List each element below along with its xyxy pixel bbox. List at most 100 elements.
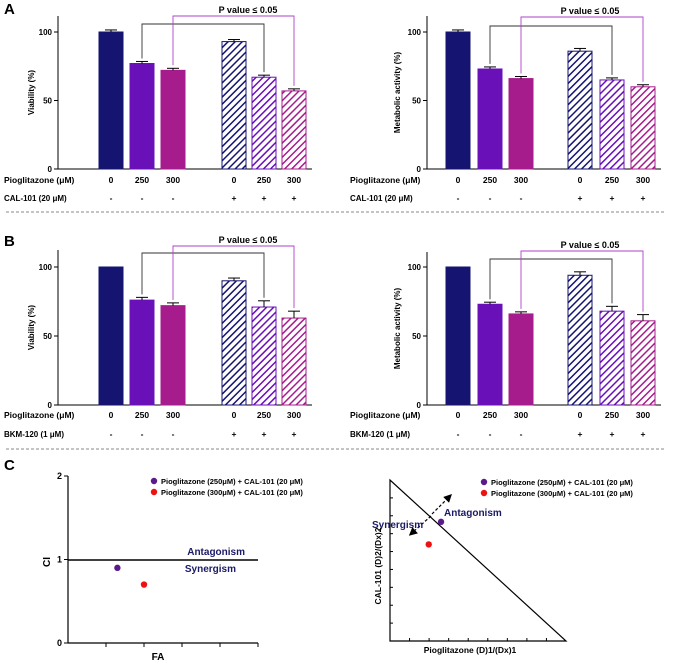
p-value-annotation: P value ≤ 0.05 <box>219 235 278 245</box>
bar-4 <box>251 76 277 170</box>
bar-5 <box>630 86 656 170</box>
bar-0 <box>98 31 124 170</box>
bar-5 <box>281 90 307 170</box>
ci-x-axis-label: FA <box>152 652 165 662</box>
ci-y-tick-label: 0 <box>57 638 62 648</box>
ci-antagonism-label: Antagonism <box>187 547 245 558</box>
bar-2 <box>508 78 534 170</box>
iso-legend-label-1: Pioglitazone (250μM) + CAL-101 (20 μM) <box>491 478 633 487</box>
row2-value: + <box>292 429 297 439</box>
bar-2 <box>508 313 534 406</box>
x-tick-label: 300 <box>514 410 528 420</box>
y-axis-label: Viability (%) <box>27 70 36 116</box>
x-tick-label: 250 <box>257 175 271 185</box>
x-tick-label: 250 <box>135 175 149 185</box>
bar-2 <box>160 305 186 406</box>
row2-value: - <box>520 193 523 203</box>
ci-legend: Pioglitazone (250μM) + CAL-101 (20 μM) P… <box>150 477 303 497</box>
bar-3 <box>567 274 593 406</box>
x-tick-label: 300 <box>166 175 180 185</box>
ci-ticks: 0 1 2 <box>57 471 259 648</box>
row2-label: CAL-101 (20 μM) <box>350 194 413 203</box>
p-value-annotation: P value ≤ 0.05 <box>561 6 620 16</box>
y-tick-label: 50 <box>43 332 52 341</box>
bracket-black <box>141 252 265 298</box>
row2-value: - <box>457 429 460 439</box>
iso-legend-marker-1 <box>480 478 488 486</box>
y-axis-label: Metabolic activity (%) <box>393 287 402 369</box>
ci-plot: 0 1 2 Antagonism Synergism CI FA Pioglitaz… <box>42 471 303 662</box>
x-tick-label: 250 <box>605 410 619 420</box>
row2-value: - <box>172 429 175 439</box>
x-tick-label: 0 <box>232 410 237 420</box>
isobologram-frame <box>389 478 568 642</box>
y-axis-label: Viability (%) <box>27 305 36 351</box>
ci-legend-label-2: Pioglitazone (300μM) + CAL-101 (20 μM) <box>161 488 303 497</box>
y-tick-label: 50 <box>412 332 421 341</box>
bar-0 <box>445 31 471 170</box>
y-tick-label: 100 <box>39 263 53 272</box>
x-tick-label: 300 <box>636 175 650 185</box>
bar-3 <box>221 41 247 170</box>
bar-1 <box>477 303 503 406</box>
x-tick-label: 0 <box>232 175 237 185</box>
y-tick-label: 100 <box>408 28 422 37</box>
iso-legend-label-2: Pioglitazone (300μM) + CAL-101 (20 μM) <box>491 489 633 498</box>
bar-2 <box>160 69 186 170</box>
iso-x-axis-label: Pioglitazone (D)1/(Dx)1 <box>424 645 517 655</box>
x-tick-label: 0 <box>578 410 583 420</box>
bar-4 <box>599 79 625 170</box>
y-tick-label: 0 <box>417 401 422 410</box>
bar-0 <box>445 266 471 406</box>
row2-value: + <box>578 193 583 203</box>
bar-1 <box>129 299 155 406</box>
x-tick-label: 250 <box>135 410 149 420</box>
row2-value: + <box>610 193 615 203</box>
x-tick-label: 0 <box>578 175 583 185</box>
bar-1 <box>477 68 503 170</box>
bar-5 <box>281 317 307 406</box>
ci-y-tick-label: 1 <box>57 555 62 565</box>
bar-0 <box>98 266 124 406</box>
bar-chart-B-left: 0 50 100 Viability (%) P value ≤ 0.05 Pioglit… <box>4 235 312 439</box>
y-tick-label: 0 <box>417 165 422 174</box>
ci-point-1 <box>114 564 121 572</box>
bar-5 <box>630 320 656 406</box>
bar-chart-A-right: 0 50 100 Metabolic activity (%) P value ≤ 0.… <box>350 6 661 203</box>
y-tick-label: 0 <box>48 401 53 410</box>
panel-label-b: B <box>4 233 15 250</box>
bracket-purple <box>520 16 644 82</box>
ci-legend-marker-2 <box>150 488 158 496</box>
bar-1 <box>129 63 155 170</box>
row2-value: + <box>292 193 297 203</box>
bar-4 <box>599 310 625 406</box>
x-tick-label: 250 <box>483 410 497 420</box>
row2-value: + <box>641 193 646 203</box>
bar-charts: 0 50 100 Viability (%) P value ≤ 0.05 Pioglit… <box>4 5 661 439</box>
x-tick-label: 250 <box>257 410 271 420</box>
iso-legend-marker-2 <box>480 489 488 497</box>
iso-y-axis-label: CAL-101 (D)2/(Dx)2 <box>373 527 383 604</box>
row2-value: + <box>232 429 237 439</box>
iso-synergism-label: Synergism <box>372 520 423 531</box>
x-tick-label: 300 <box>287 175 301 185</box>
row2-value: + <box>262 429 267 439</box>
row2-value: - <box>141 193 144 203</box>
x-tick-label: 0 <box>109 410 114 420</box>
p-value-annotation: P value ≤ 0.05 <box>561 240 620 250</box>
row2-value: + <box>262 193 267 203</box>
bracket-black <box>141 23 265 73</box>
row2-value: - <box>172 193 175 203</box>
bar-4 <box>251 306 277 406</box>
x-tick-label: 300 <box>514 175 528 185</box>
bar-3 <box>567 50 593 170</box>
antagonism-arrow <box>431 494 452 515</box>
bar-chart-B-right: 0 50 100 Metabolic activity (%) P value ≤ 0.… <box>350 240 661 439</box>
x-tick-label: 0 <box>456 175 461 185</box>
ci-legend-label-1: Pioglitazone (250μM) + CAL-101 (20 μM) <box>161 477 303 486</box>
ci-y-axis-label: CI <box>42 557 53 567</box>
iso-antagonism-label: Antagonism <box>444 508 502 519</box>
row1-label: Pioglitazone (μM) <box>350 410 421 420</box>
row2-value: - <box>489 429 492 439</box>
row2-label: CAL-101 (20 μM) <box>4 194 67 203</box>
